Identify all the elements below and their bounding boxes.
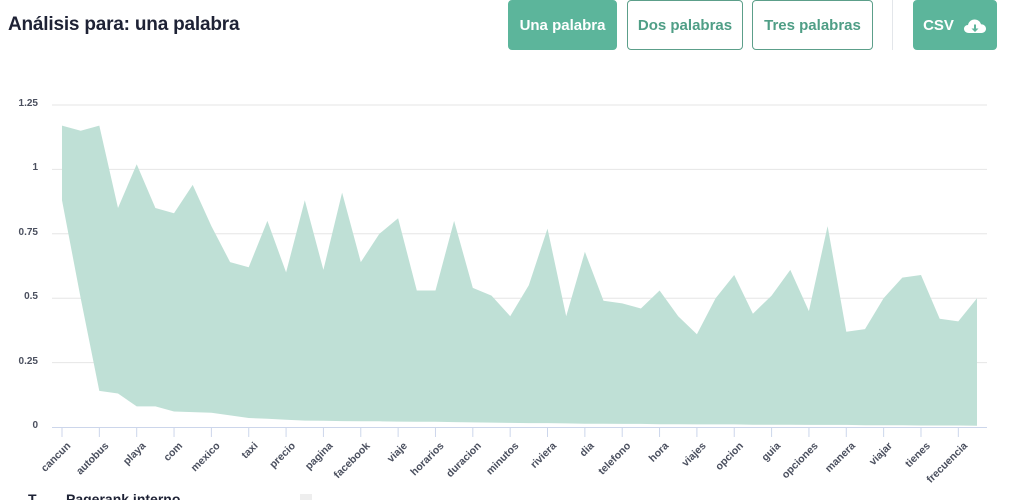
y-axis-label: 1 xyxy=(32,162,38,174)
y-axis-label: 1.25 xyxy=(18,98,38,109)
one-word-button[interactable]: Una palabra xyxy=(508,0,617,50)
two-words-button-label: Dos palabras xyxy=(637,16,733,34)
toolbar-divider xyxy=(892,0,893,50)
y-axis-label: 0.25 xyxy=(18,355,38,367)
table-header-pagerank[interactable]: Pagerank interno xyxy=(66,491,181,500)
three-words-button-label: Tres palabras xyxy=(764,16,861,34)
csv-download-button[interactable]: CSV xyxy=(913,0,997,50)
csv-button-label: CSV xyxy=(923,16,954,34)
y-axis-label: 0.75 xyxy=(18,226,38,238)
three-words-button[interactable]: Tres palabras xyxy=(752,0,873,50)
one-word-button-label: Una palabra xyxy=(519,16,606,34)
table-header-filler xyxy=(300,494,312,500)
y-axis-label: 0.5 xyxy=(24,291,38,303)
area-range-series[interactable] xyxy=(62,125,977,426)
chart-plot-area xyxy=(52,104,987,437)
word-analysis-chart: 0 0.25 0.5 0.75 1 1.25 cancun autobus playa com m… xyxy=(0,90,1014,486)
table-header-col1[interactable]: T xyxy=(28,491,37,500)
y-axis-label: 0 xyxy=(32,420,38,431)
table-header-row: T Pagerank interno xyxy=(0,488,1014,500)
cloud-download-icon xyxy=(963,18,987,34)
header: Análisis para: una palabra Una palabra D… xyxy=(0,0,1014,60)
two-words-button[interactable]: Dos palabras xyxy=(627,0,743,50)
page-title: Análisis para: una palabra xyxy=(8,14,240,35)
